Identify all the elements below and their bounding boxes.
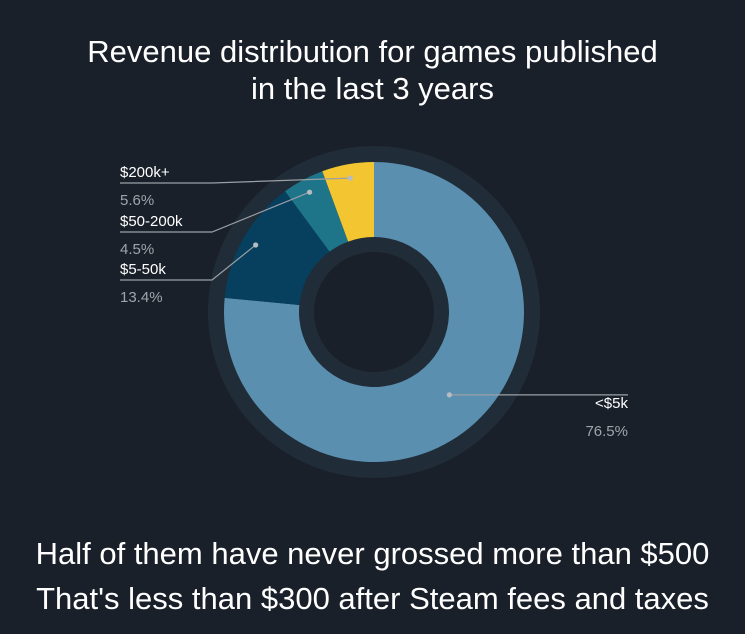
slice-value-200k: 5.6% xyxy=(120,192,154,209)
leader-dot-200k xyxy=(347,175,353,181)
slice-label-5-50k: $5-50k xyxy=(120,261,166,278)
leader-dot-5-50k xyxy=(253,242,259,248)
pie-slice-50-200k xyxy=(285,171,349,252)
slice-value-5-50k: 13.4% xyxy=(120,289,163,306)
leader-dot-50-200k xyxy=(307,189,313,195)
chart-title-line-1: Revenue distribution for games published xyxy=(87,34,658,69)
leader-line-200k xyxy=(120,177,351,184)
slice-value-50-200k: 4.5% xyxy=(120,241,154,258)
pie-slice-200k xyxy=(322,162,374,242)
pie-slice-5-50k xyxy=(224,191,330,305)
slice-value-5k: 76.5% xyxy=(585,423,628,440)
leader-dot-5k xyxy=(446,392,452,398)
leader-line-5-50k xyxy=(120,244,257,281)
chart-title-line-2: in the last 3 years xyxy=(251,71,494,106)
donut-hole xyxy=(314,252,434,372)
leader-line-50-200k xyxy=(120,191,310,233)
caption-line-2: That's less than $300 after Steam fees a… xyxy=(36,581,709,616)
slice-label-50-200k: $50-200k xyxy=(120,213,183,230)
pie-slice-5k xyxy=(223,162,524,463)
caption-line-1: Half of them have never grossed more tha… xyxy=(35,536,710,571)
slice-label-5k: <$5k xyxy=(595,395,628,412)
slice-label-200k: $200k+ xyxy=(120,164,170,181)
